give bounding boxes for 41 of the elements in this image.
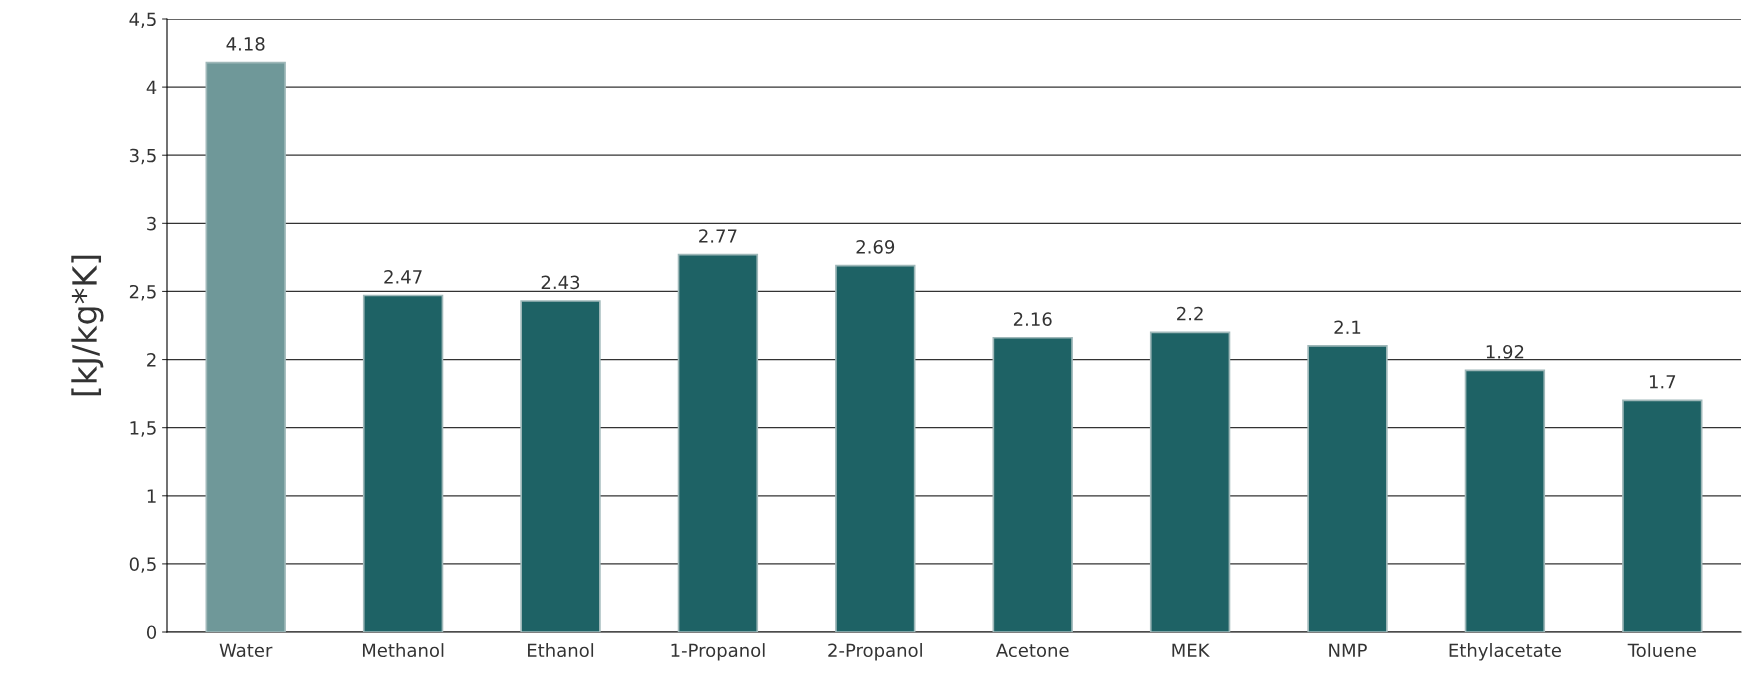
y-tick-label: 0,5 [129, 557, 156, 573]
data-label: 2.77 [699, 229, 737, 243]
data-label: 1.92 [1486, 344, 1524, 359]
x-tick-label: Ethylacetate [1449, 643, 1561, 661]
data-label: 2.16 [1013, 312, 1052, 326]
x-tick-label: Toluene [1627, 643, 1696, 658]
bar [1622, 399, 1703, 632]
y-tick-label: 2,5 [129, 284, 156, 301]
bar [992, 336, 1073, 632]
y-axis-title: [kJ/kg*K] [71, 255, 104, 396]
bar [362, 294, 444, 632]
y-tick-label: 4,5 [129, 12, 156, 28]
x-tick-label: NMP [1329, 643, 1367, 657]
x-tick-label: Acetone [995, 643, 1069, 658]
data-label: 4.18 [226, 37, 265, 51]
x-tick-label: 1-Propanol [671, 643, 765, 661]
bar [1149, 331, 1231, 632]
y-tick-label: 2 [147, 353, 156, 367]
bar [205, 61, 286, 632]
data-label: 2.47 [384, 270, 422, 284]
data-label: 1.7 [1649, 375, 1676, 389]
bar [1307, 345, 1388, 632]
y-tick-label: 3 [147, 216, 156, 231]
x-tick-label: 2-Propanol [828, 643, 922, 661]
bar [677, 253, 759, 632]
y-tick-label: 0 [146, 625, 157, 640]
y-tick-label: 4 [146, 80, 157, 94]
bar [1464, 369, 1546, 632]
x-tick-label: Water [219, 643, 273, 658]
y-tick-label: 1 [147, 489, 156, 503]
data-label: 2.2 [1177, 306, 1203, 321]
y-tick-label: 3,5 [129, 148, 156, 165]
x-tick-label: MEK [1172, 643, 1210, 657]
data-label: 2.69 [856, 240, 895, 254]
x-tick-label: Methanol [362, 643, 444, 658]
data-label: 2.43 [541, 275, 580, 290]
bar [520, 300, 601, 632]
y-tick-label: 1,5 [130, 421, 156, 437]
x-tick-label: Ethanol [528, 643, 594, 658]
bar [835, 264, 916, 632]
data-label: 2.1 [1334, 320, 1361, 334]
